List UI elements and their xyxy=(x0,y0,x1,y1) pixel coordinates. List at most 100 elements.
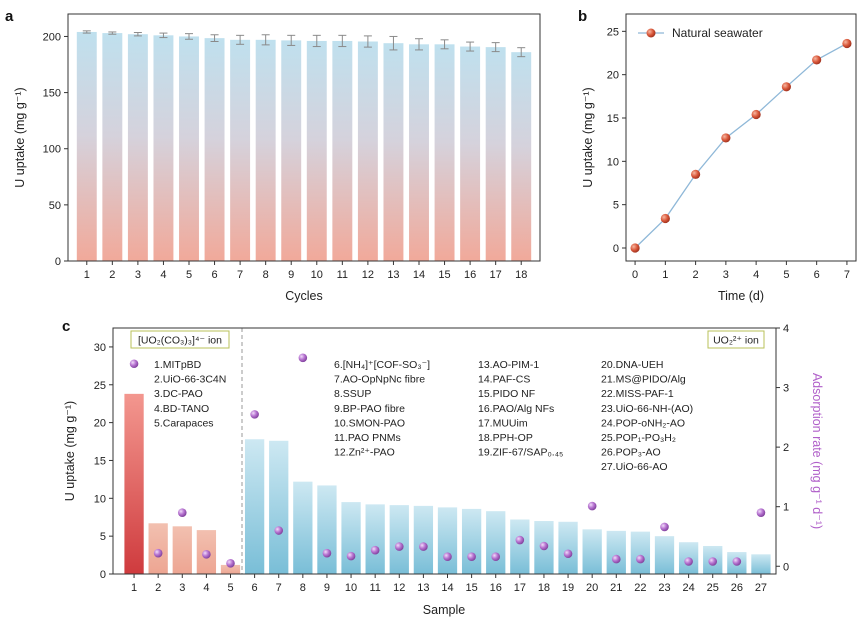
sample-legend-item: 20.DNA-UEH xyxy=(601,359,663,371)
panel-c-y-right-tick-label: 1 xyxy=(783,502,789,514)
panel-a-bar-13 xyxy=(383,43,404,261)
panel-c-marks xyxy=(124,353,771,574)
panel-c-rate-dot-sample-3 xyxy=(177,508,187,517)
sample-legend-item: 19.ZIF-67/SAP₀.₄₅ xyxy=(478,447,563,459)
sample-legend-item: 9.BP-PAO fibre xyxy=(334,403,405,415)
panel-c-x-tick-label: 24 xyxy=(682,582,694,594)
panel-a-frame xyxy=(67,13,541,262)
panel-c-y-right-tick-label: 4 xyxy=(783,323,789,335)
panel-c-x-tick-label: 5 xyxy=(227,582,233,594)
sample-legend-item: 27.UiO-66-AO xyxy=(601,461,668,473)
panel-c-rate-dot-sample-1 xyxy=(129,359,139,369)
panel-a-y-tick-label: 150 xyxy=(43,88,61,100)
panel-b-x-tick-label: 0 xyxy=(632,269,638,281)
sample-legend-item: 12.Zn²⁺-PAO xyxy=(334,447,395,459)
panel-a-x-tick-label: 7 xyxy=(237,269,243,281)
sample-legend-item: 6.[NH₄]⁺[COF-SO₃⁻] xyxy=(334,359,430,371)
panel-b-y-tick-label: 20 xyxy=(607,70,619,82)
panel-c-rate-dot-sample-26 xyxy=(732,557,742,566)
panel-a-x-tick-label: 8 xyxy=(263,269,269,281)
panel-c-rate-dot-sample-18 xyxy=(539,541,549,551)
panel-c-x-tick-label: 21 xyxy=(610,582,622,594)
panel-a-bar-2 xyxy=(102,33,123,261)
group-right-box: UO₂²⁺ ion xyxy=(707,330,765,349)
panel-c-x-tick-label: 6 xyxy=(252,582,258,594)
panel-a-errorbar-14 xyxy=(415,38,423,51)
panel-a-errorbar-5 xyxy=(185,33,193,40)
panel-c-y-tick-label: 15 xyxy=(94,455,106,467)
sample-legend-item: 4.BD-TANO xyxy=(154,403,209,415)
panel-a-x-tick-label: 12 xyxy=(362,269,374,281)
panel-c-rate-dot-sample-20 xyxy=(587,501,597,511)
panel-c-rate-dot-sample-17 xyxy=(515,535,525,545)
panel-b-x-tick-label: 1 xyxy=(662,269,668,281)
panel-a-errorbar-13 xyxy=(389,35,398,51)
panel-a-errorbar-16 xyxy=(466,41,475,52)
sample-legend-item: 10.SMON-PAO xyxy=(334,417,405,429)
panel-a-errorbar-6 xyxy=(210,34,219,43)
sample-legend-item: 1.MITpBD xyxy=(154,359,202,371)
group-left-label: [UO₂(CO₃)₃]⁴⁻ ion xyxy=(138,335,222,347)
panel-c-frame xyxy=(112,327,777,575)
panel-b-x-tick-label: 7 xyxy=(844,269,850,281)
panel-a-bar-14 xyxy=(409,44,429,262)
panel-c-rate-dot-sample-4 xyxy=(202,550,211,559)
panel-a-bar-9 xyxy=(281,40,302,261)
panel-a-x-tick-label: 14 xyxy=(413,269,425,281)
panel-a-errorbar-4 xyxy=(159,32,168,39)
panel-c-x-tick-label: 18 xyxy=(538,582,550,594)
sample-legend-item: 7.AO-OpNpNc fibre xyxy=(334,374,425,386)
panel-c-x-tick-label: 27 xyxy=(755,582,767,594)
panel-b-point-day-7 xyxy=(842,38,852,49)
panel-c-bar-sample-20 xyxy=(582,529,602,574)
panel-a-marks xyxy=(76,30,532,262)
panel-b-x-tick-label: 2 xyxy=(693,269,699,281)
panel-a-y-tick-label: 0 xyxy=(55,256,61,268)
panel-b-point-day-5 xyxy=(781,82,791,92)
panel-c-x-tick-label: 3 xyxy=(179,582,185,594)
panel-c-bar-sample-13 xyxy=(413,505,434,574)
panel-c-rate-dot-sample-24 xyxy=(684,557,693,566)
panel-a-x-tick-label: 13 xyxy=(387,269,399,281)
panel-a-errorbar-11 xyxy=(338,34,347,48)
panel-a-errorbar-17 xyxy=(491,42,500,53)
panel-c-x-tick-label: 4 xyxy=(203,582,209,594)
panel-a-errorbar-3 xyxy=(133,32,142,37)
panel-c-bar-sample-16 xyxy=(486,511,506,574)
panel-c-x-tick-label: 19 xyxy=(562,582,574,594)
group-left-box: [UO₂(CO₃)₃]⁴⁻ ion xyxy=(130,330,230,349)
panel-c-y-tick-label: 0 xyxy=(100,569,106,581)
panel-c-rate-dot-sample-25 xyxy=(708,557,718,566)
sample-legend-item: 3.DC-PAO xyxy=(154,388,203,400)
sample-legend-item: 8.SSUP xyxy=(334,388,371,400)
panel-b-marks xyxy=(630,38,852,253)
panel-a-y-tick-label: 100 xyxy=(43,144,61,156)
panel-c-x-tick-label: 9 xyxy=(324,582,330,594)
panel-a-bar-18 xyxy=(511,52,532,261)
sample-legend-item: 5.Carapaces xyxy=(154,417,214,429)
panel-c-x-tick-label: 7 xyxy=(276,582,282,594)
panel-c-rate-dot-sample-12 xyxy=(394,542,404,551)
panel-a-errorbar-10 xyxy=(312,34,321,48)
panel-b-series-line xyxy=(634,42,848,249)
panel-a-x-tick-label: 9 xyxy=(288,269,294,281)
panel-c-rate-dot-sample-23 xyxy=(660,522,669,532)
panel-c-rate-dot-sample-15 xyxy=(467,552,476,562)
group-right-label: UO₂²⁺ ion xyxy=(713,335,759,347)
panel-c-rate-dot-sample-8 xyxy=(298,353,308,363)
panel-a-bar-11 xyxy=(332,40,353,262)
panel-c-x-tick-label: 1 xyxy=(131,582,137,594)
panel-c-rate-dot-sample-21 xyxy=(611,554,621,564)
panel-c-bar-sample-27 xyxy=(751,554,771,574)
panel-c-rate-dot-sample-9 xyxy=(322,548,332,558)
sample-legend-item: 11.PAO PNMs xyxy=(334,432,401,444)
panel-b-frame xyxy=(625,13,857,262)
panel-a-x-tick-label: 18 xyxy=(515,269,527,281)
panel-c-bar-sample-2 xyxy=(148,523,168,574)
panel-b-x-tick-label: 5 xyxy=(783,269,789,281)
panel-c-bar-sample-23 xyxy=(654,536,675,574)
sample-legend-item: 24.POP-oNH₂-AO xyxy=(601,417,685,429)
panel-a-errorbar-9 xyxy=(287,34,296,46)
panel-b-point-day-2 xyxy=(691,169,701,179)
